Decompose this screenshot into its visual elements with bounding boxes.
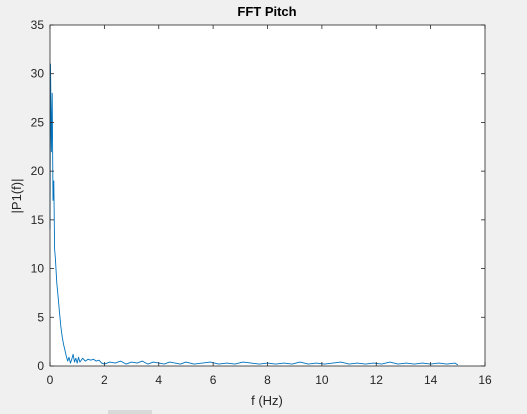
y-tick-label: 30 <box>31 67 45 81</box>
y-tick-label: 5 <box>37 310 44 324</box>
x-tick-label: 0 <box>47 373 54 387</box>
x-tick-label: 12 <box>370 373 384 387</box>
bottom-strip <box>108 410 152 414</box>
y-tick-label: 35 <box>31 18 45 32</box>
y-tick-label: 10 <box>31 262 45 276</box>
chart-title: FFT Pitch <box>237 4 296 19</box>
y-tick-label: 25 <box>31 115 45 129</box>
x-tick-label: 2 <box>101 373 108 387</box>
x-tick-label: 14 <box>424 373 438 387</box>
x-ticks: 0 2 4 6 8 10 12 14 16 <box>47 25 492 387</box>
x-tick-label: 8 <box>264 373 271 387</box>
y-tick-label: 0 <box>37 359 44 373</box>
series-line-0 <box>49 63 459 366</box>
x-tick-label: 16 <box>478 373 492 387</box>
y-tick-label: 15 <box>31 213 45 227</box>
y-tick-label: 20 <box>31 164 45 178</box>
plot-area <box>50 25 485 366</box>
x-axis-label: f (Hz) <box>251 393 283 408</box>
series-layer <box>49 63 459 366</box>
x-tick-label: 6 <box>210 373 217 387</box>
x-tick-label: 10 <box>315 373 329 387</box>
y-ticks: 0 5 10 15 20 25 30 35 <box>31 18 485 373</box>
x-tick-label: 4 <box>155 373 162 387</box>
y-axis-label: |P1(f)| <box>9 179 24 214</box>
